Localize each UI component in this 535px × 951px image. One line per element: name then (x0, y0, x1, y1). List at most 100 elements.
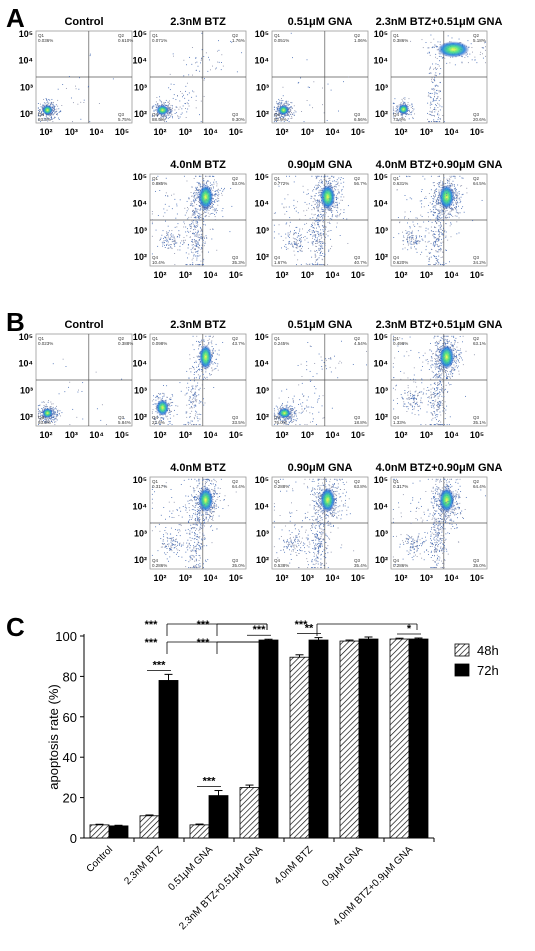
event-dot (160, 239, 161, 241)
event-dot (298, 412, 300, 414)
event-dot (293, 114, 295, 116)
event-dot (438, 199, 440, 201)
event-dot (330, 207, 332, 209)
event-dot (153, 424, 155, 426)
event-dot (415, 240, 417, 242)
event-dot (203, 344, 205, 346)
event-dot (287, 100, 289, 102)
event-dot (195, 401, 197, 403)
event-dot (170, 397, 172, 399)
event-dot (37, 113, 39, 115)
event-dot (300, 242, 301, 244)
event-dot (405, 232, 407, 234)
event-dot (154, 403, 156, 405)
event-dot (210, 187, 212, 189)
event-dot (404, 102, 406, 104)
event-dot (314, 238, 316, 240)
event-dot (337, 189, 339, 191)
event-dot (433, 198, 435, 200)
event-dot (277, 103, 278, 105)
quadrant-name: Q2 (232, 33, 239, 38)
event-dot (317, 187, 319, 189)
event-dot (215, 367, 217, 369)
event-dot (187, 230, 189, 232)
event-dot (320, 245, 321, 247)
event-dot (320, 215, 322, 217)
event-dot (319, 241, 321, 242)
event-dot (193, 418, 195, 420)
event-dot (446, 62, 448, 64)
event-dot (300, 244, 302, 246)
event-dot (425, 249, 427, 251)
event-dot (45, 406, 47, 408)
event-dot (198, 189, 199, 191)
event-dot (54, 421, 55, 423)
event-dot (183, 424, 185, 426)
event-dot (41, 410, 43, 412)
y-tick-label: 10⁵ (133, 332, 147, 342)
event-dot (177, 405, 179, 407)
event-dot (198, 389, 200, 391)
event-dot (214, 210, 216, 212)
event-dot (413, 238, 415, 240)
event-dot (328, 198, 330, 200)
event-dot (176, 236, 178, 238)
event-dot (175, 217, 177, 219)
event-dot (277, 114, 279, 116)
event-dot (331, 186, 333, 188)
event-dot (157, 103, 159, 105)
event-dot (169, 112, 171, 114)
event-dot (466, 187, 468, 189)
event-dot (159, 119, 161, 121)
event-dot (195, 226, 197, 228)
event-dot (447, 180, 449, 182)
event-dot (212, 209, 214, 211)
event-dot (441, 209, 443, 211)
event-dot (336, 214, 338, 216)
event-dot (159, 419, 161, 421)
event-dot (336, 215, 338, 217)
event-dot (286, 105, 288, 107)
event-dot (196, 246, 198, 248)
event-dot (214, 193, 216, 195)
event-dot (169, 239, 171, 240)
event-dot (168, 238, 170, 240)
event-dot (89, 121, 91, 123)
event-dot (433, 195, 435, 197)
event-dot (322, 217, 324, 219)
event-dot (451, 209, 453, 211)
event-dot (81, 390, 83, 392)
event-dot (316, 231, 318, 232)
event-dot (415, 217, 417, 219)
x-tick-label: 10³ (179, 430, 192, 440)
event-dot (321, 181, 323, 183)
event-dot (437, 199, 439, 201)
event-dot (437, 102, 438, 104)
event-dot (433, 246, 435, 248)
event-dot (203, 79, 205, 81)
event-dot (294, 254, 296, 256)
quadrant-name: Q2 (354, 33, 361, 38)
quadrant-name: Q1 (152, 176, 159, 181)
event-dot (402, 116, 403, 118)
event-dot (45, 114, 47, 116)
event-dot (196, 189, 197, 191)
event-dot (284, 103, 286, 104)
quadrant-value: 0.620% (393, 260, 408, 265)
event-dot (203, 237, 205, 239)
event-dot (199, 189, 200, 191)
event-dot (443, 264, 445, 266)
event-dot (441, 219, 443, 221)
quadrant-name: Q1 (393, 33, 400, 38)
event-dot (38, 404, 40, 406)
event-dot (422, 175, 424, 177)
event-dot (279, 103, 281, 105)
event-dot (194, 229, 196, 230)
event-dot (330, 238, 332, 240)
event-dot (163, 121, 165, 123)
event-dot (288, 417, 290, 419)
event-dot (58, 412, 60, 414)
event-dot (198, 402, 200, 404)
event-dot (316, 187, 318, 189)
event-dot (176, 205, 178, 207)
